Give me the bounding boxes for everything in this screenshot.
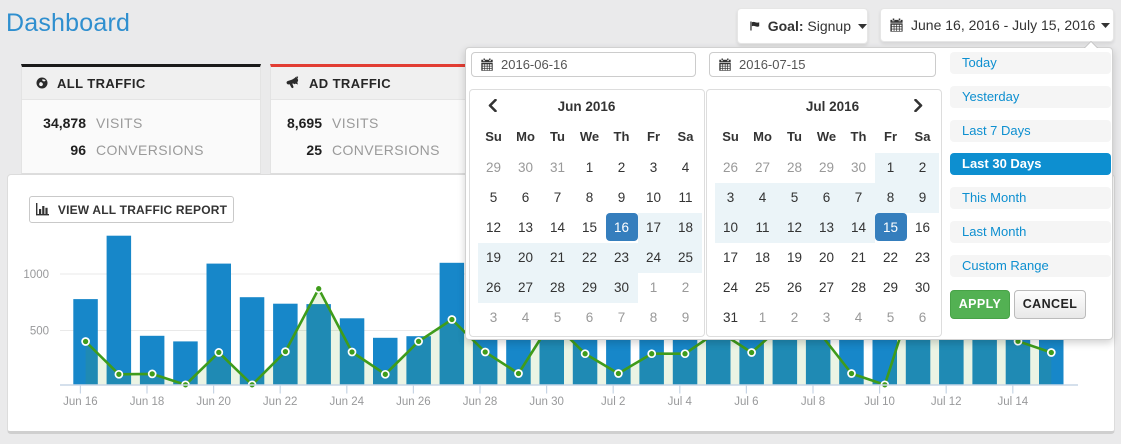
svg-text:Jul 14: Jul 14: [997, 396, 1028, 408]
svg-text:Jun 22: Jun 22: [263, 396, 298, 408]
svg-text:Jun 16: Jun 16: [63, 396, 98, 408]
svg-text:Jun 20: Jun 20: [196, 396, 231, 408]
svg-text:Jul 10: Jul 10: [864, 396, 895, 408]
svg-text:500: 500: [30, 326, 49, 338]
svg-text:Jul 6: Jul 6: [734, 396, 758, 408]
svg-text:Jul 4: Jul 4: [668, 396, 693, 408]
svg-text:Jun 26: Jun 26: [396, 396, 431, 408]
svg-text:Jun 18: Jun 18: [130, 396, 165, 408]
svg-text:Jun 28: Jun 28: [463, 396, 498, 408]
svg-text:Jun 30: Jun 30: [529, 396, 564, 408]
svg-text:Jul 2: Jul 2: [601, 396, 625, 408]
svg-text:Jul 12: Jul 12: [931, 396, 962, 408]
svg-text:Jul 8: Jul 8: [801, 396, 825, 408]
svg-text:Jun 24: Jun 24: [330, 396, 365, 408]
svg-text:1000: 1000: [23, 269, 49, 281]
